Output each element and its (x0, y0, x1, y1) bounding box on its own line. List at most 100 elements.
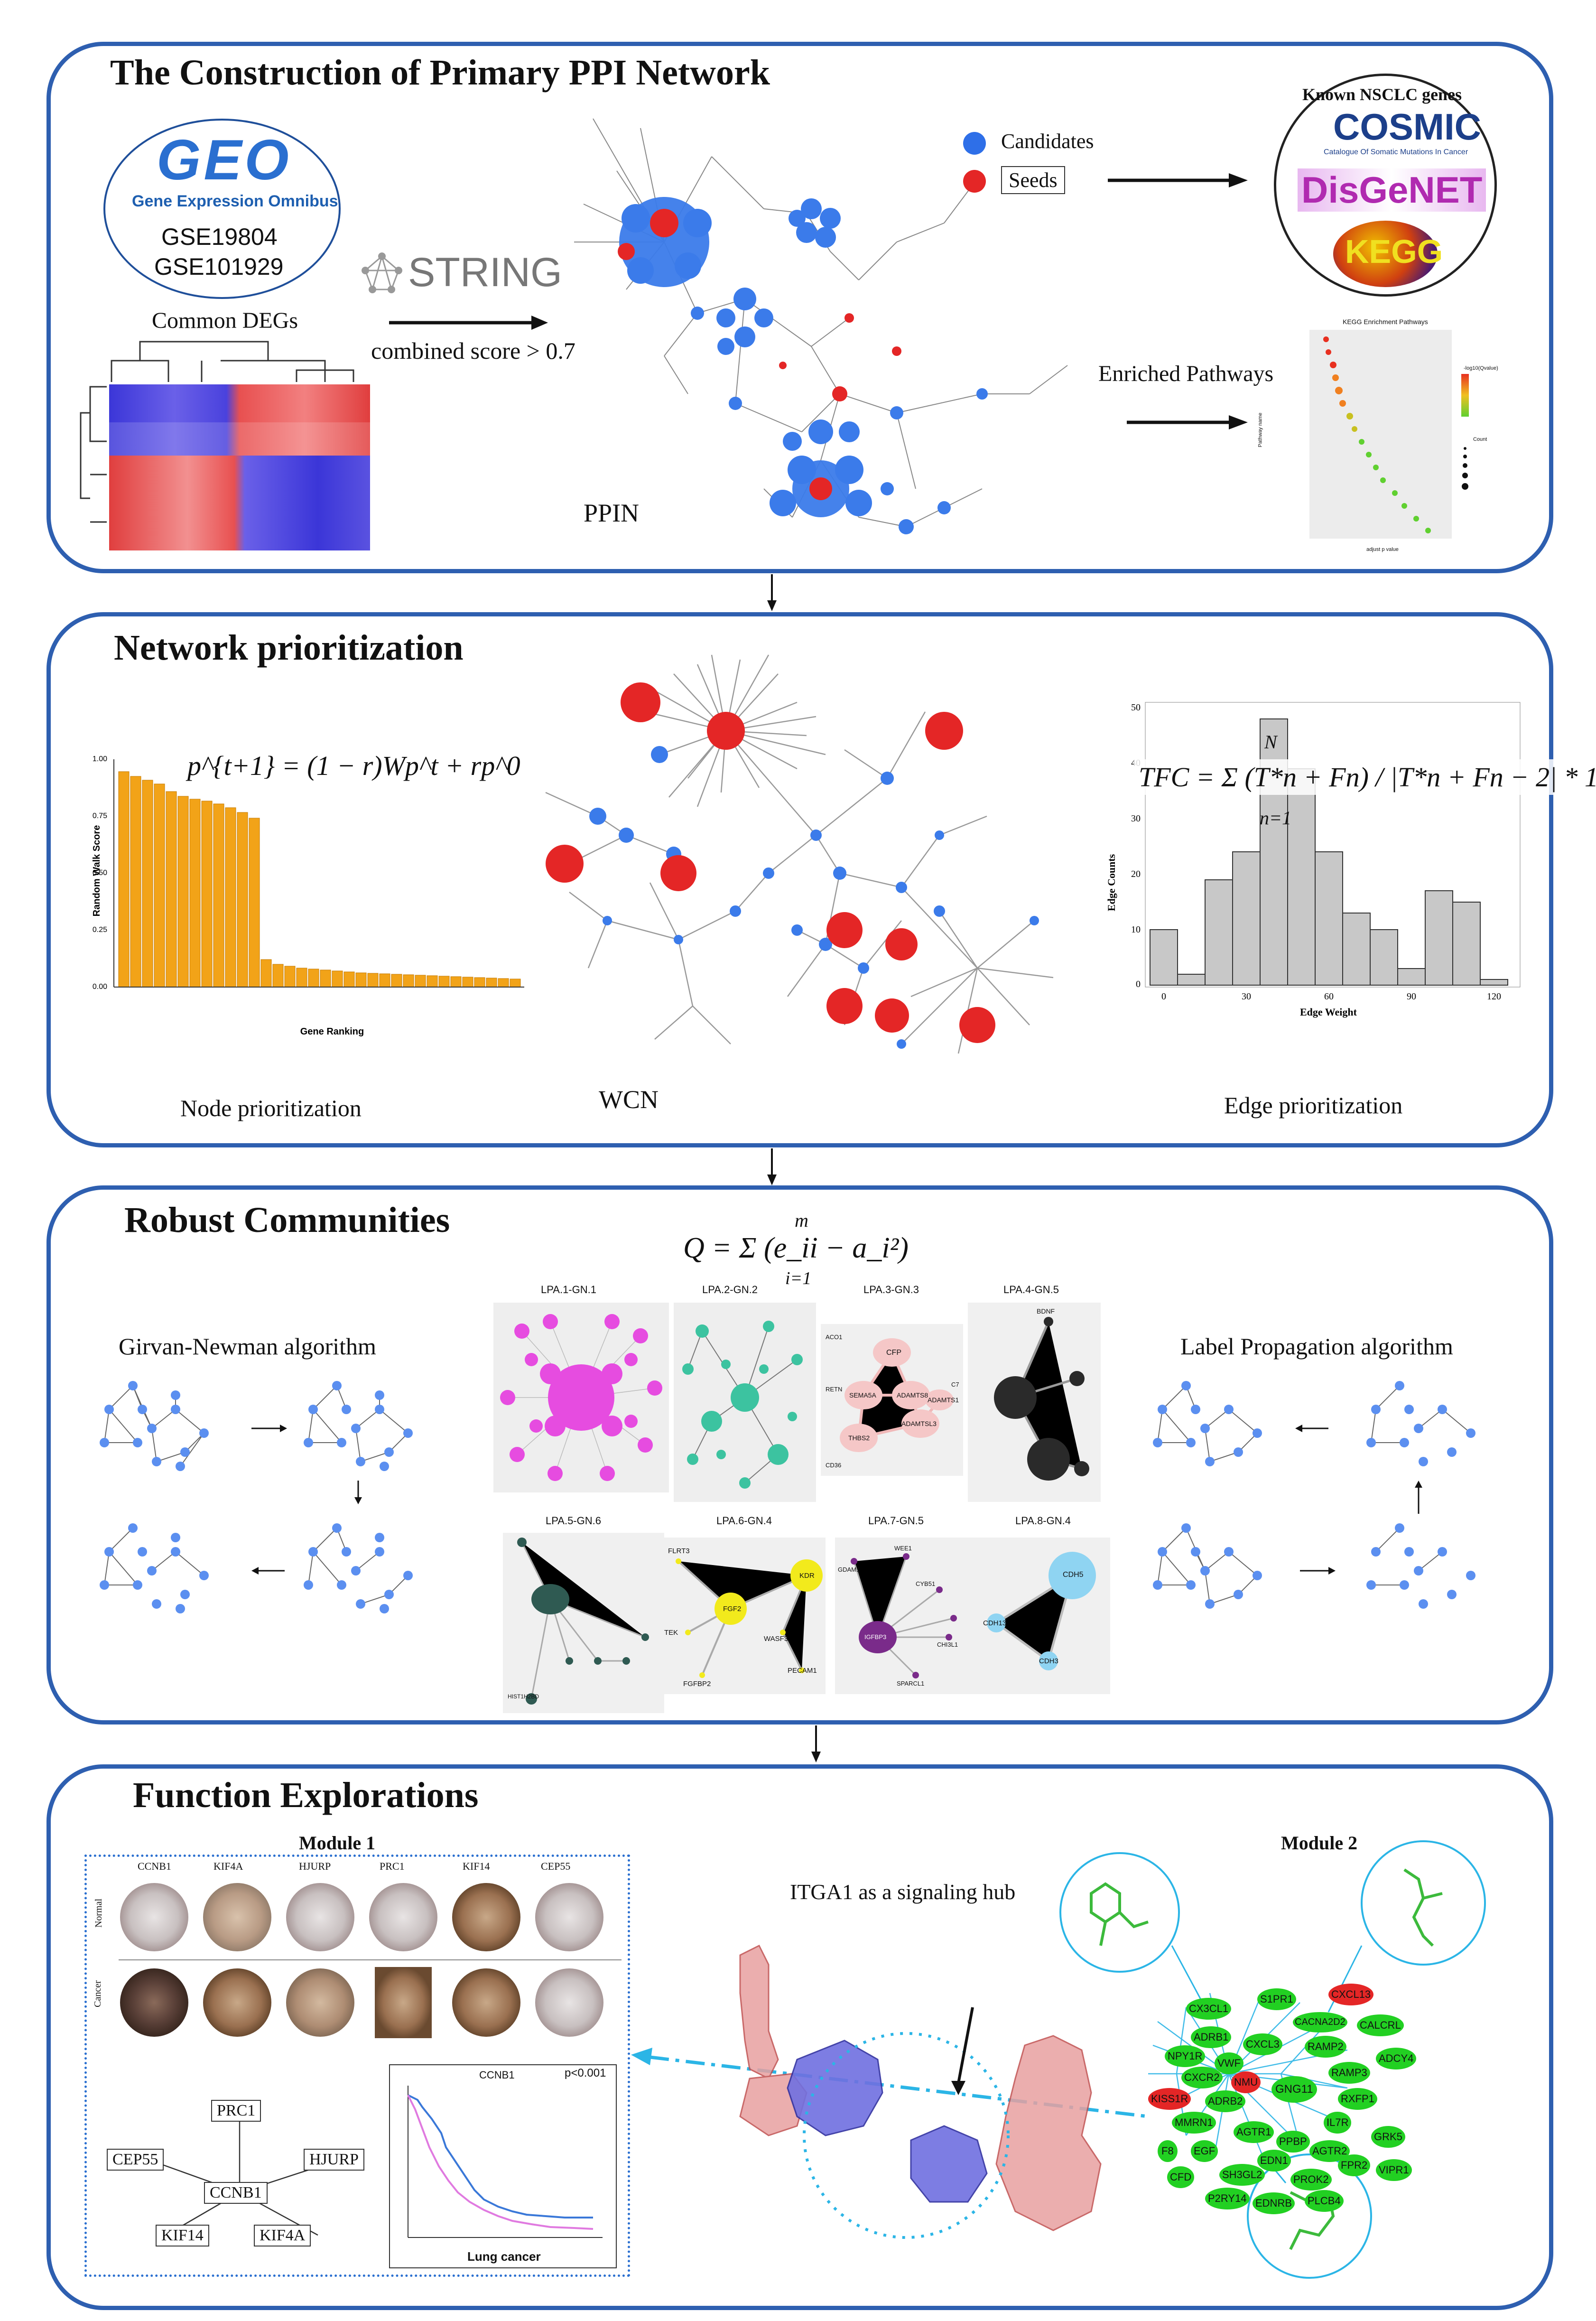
m2-node: FPR2 (1338, 2154, 1371, 2176)
module-3-tile: CFP ADAMTS8 ADAMTS1 SEMA5A THBS2 ADAMTSL… (821, 1324, 963, 1476)
label-propagation-steps (1153, 1381, 1475, 1609)
kegg-logo: KEGG (1345, 233, 1443, 270)
m2-node: RAMP2 (1305, 2036, 1346, 2058)
tfc-formula: TFC = Σ (T*n + Fn) / |T*n + Fn − 2| * 10… (1134, 759, 1596, 795)
ihc-col-0: CCNB1 (138, 1860, 171, 1872)
module-1-title: LPA.1-GN.1 (541, 1284, 596, 1296)
module2-nodes: S1PR1 CX3CL1 CXCL13 CACNA2D2 CALCRL ADRB… (1139, 1974, 1433, 2221)
module-3-network (840, 1338, 954, 1452)
ihc-col-3: PRC1 (380, 1860, 405, 1872)
net-node-cep55: CEP55 (107, 2149, 164, 2171)
module2-label: Module 2 (1281, 1832, 1358, 1854)
m2-node: CALCRL (1357, 2014, 1404, 2036)
m2-node: CXCR2 (1181, 2067, 1223, 2088)
svg-text:Edge Counts: Edge Counts (1105, 854, 1117, 911)
node-prioritization-chart: Random Walk Score 1.00 0.75 0.50 0.25 0.00 G… (92, 755, 524, 1037)
module-3-title: LPA.3-GN.3 (863, 1284, 919, 1296)
m2-node: CFD (1167, 2166, 1195, 2188)
lpa4-gene-0: BDNF (1037, 1307, 1055, 1315)
svg-text:120: 120 (1487, 991, 1501, 1002)
svg-text:50: 50 (1131, 702, 1141, 713)
geo-dataset-2: GSE101929 (154, 253, 284, 280)
lpa6-gene-4: WASF3 (764, 1635, 789, 1643)
heatmap-figure (80, 341, 370, 550)
svg-text:60: 60 (1324, 991, 1334, 1002)
string-logo: STRING (408, 250, 562, 295)
module2-drug-circles (1059, 1840, 1486, 2279)
arrow-to-known-genes (1108, 173, 1248, 187)
string-logo-icon (362, 252, 402, 293)
arrow-panel1-to-2 (767, 574, 777, 611)
kegg-legend-1: -log10(Qvalue) (1464, 365, 1498, 371)
svg-text:0.50: 0.50 (93, 869, 107, 877)
combined-score-text: combined score > 0.7 (371, 337, 575, 364)
m2-node: AGTR1 (1234, 2121, 1274, 2143)
lpa6-gene-3: TEK (664, 1629, 678, 1637)
lpa3-gene-4: THBS2 (848, 1434, 870, 1442)
svg-text:30: 30 (1131, 813, 1141, 824)
ppin-label: PPIN (584, 499, 640, 527)
node-prioritization-label: Node prioritization (180, 1095, 362, 1121)
wcn-network (545, 654, 1054, 1054)
panel2-title: Network prioritization (114, 628, 464, 668)
m2-node: P2RY14 (1205, 2188, 1250, 2209)
lpa5-gene-0: HIST1H2BD (508, 1693, 539, 1700)
panel3-title: Robust Communities (124, 1200, 450, 1240)
net-node-kif14: KIF14 (156, 2225, 209, 2246)
girvan-newman-label: Girvan-Newman algorithm (119, 1333, 376, 1360)
itga1-hub-label: ITGA1 as a signaling hub (790, 1880, 1016, 1904)
legend-seeds-label: Seeds (1001, 166, 1065, 194)
module1-box (84, 1855, 630, 2277)
lpa7-gene-2: CYB51 (916, 1580, 936, 1587)
modularity-formula: Q = Σ (e_ii − a_i²) (683, 1232, 909, 1264)
lpa3-gene-6: ACO1 (826, 1333, 843, 1341)
m2-node: ADRB2 (1205, 2090, 1246, 2112)
m2-node: RAMP3 (1328, 2062, 1370, 2084)
known-genes-label: Known NSCLC genes (1302, 85, 1462, 104)
m2-node: EDN1 (1257, 2150, 1291, 2172)
legend-candidates-dot (963, 132, 986, 155)
tfc-sum-top: N (1264, 731, 1277, 753)
m2-node: CACNA2D2 (1293, 2012, 1347, 2032)
known-genes-circle (1274, 74, 1497, 297)
svg-text:0.00: 0.00 (93, 983, 107, 991)
lpa7-gene-3: CHI3L1 (937, 1641, 958, 1648)
lpa8-gene-1: CDH13 (983, 1619, 1007, 1627)
m2-node: VWF (1215, 2052, 1243, 2074)
m2-node: NMU (1231, 2071, 1261, 2093)
net-node-kif4a: KIF4A (254, 2225, 311, 2246)
girvan-newman-steps (100, 1381, 413, 1613)
module-7-title: LPA.7-GN.5 (868, 1515, 924, 1527)
ihc-col-2: HJURP (299, 1860, 331, 1872)
module-5-network (517, 1538, 649, 1705)
lpa6-gene-1: KDR (799, 1572, 815, 1580)
km-xlabel: Lung cancer (467, 2249, 541, 2264)
lpa3-gene-1: ADAMTS8 (897, 1391, 928, 1399)
arrow-to-ppin (389, 316, 548, 330)
ihc-tissue-grid (119, 1883, 622, 2038)
module-8-title: LPA.8-GN.4 (1015, 1515, 1071, 1527)
lpa3-gene-5: ADAMTSL3 (901, 1420, 937, 1427)
svg-text:10: 10 (1131, 924, 1141, 935)
ihc-row-cancer: Cancer (92, 1980, 103, 2007)
wcn-label: WCN (599, 1085, 659, 1114)
svg-text:0.75: 0.75 (93, 812, 107, 820)
m2-node: GNG11 (1271, 2076, 1317, 2103)
lpa6-gene-5: PECAM1 (788, 1667, 817, 1675)
module-1-tile (493, 1303, 669, 1492)
m2-node: CXCL3 (1243, 2033, 1282, 2055)
module-4-network (994, 1317, 1089, 1481)
svg-text:Edge Weight: Edge Weight (1300, 1006, 1357, 1018)
lpa3-gene-9: CD36 (826, 1462, 842, 1469)
module-7-network (851, 1553, 957, 1678)
disgenet-logo: DisGeNET (1298, 168, 1486, 212)
panel4-title: Function Explorations (133, 1775, 479, 1815)
arrow-panel3-to-4 (811, 1725, 821, 1762)
lpa7-gene-0: GDAM1 (838, 1566, 860, 1573)
label-propagation-label: Label Propagation algorithm (1180, 1333, 1453, 1360)
ihc-col-1: KIF4A (213, 1860, 243, 1872)
lpa7-gene-1: WEE1 (894, 1545, 912, 1552)
kegg-legend-2: Count (1473, 437, 1487, 442)
arrow-panel2-to-3 (767, 1148, 777, 1185)
lpa8-gene-0: CDH5 (1063, 1571, 1084, 1579)
